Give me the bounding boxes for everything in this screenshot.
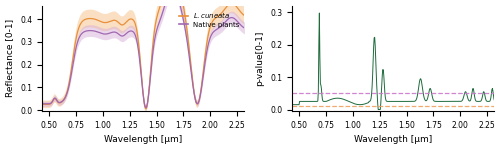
Y-axis label: p-value[0-1]: p-value[0-1] [256, 31, 264, 86]
X-axis label: Wavelength [μm]: Wavelength [μm] [104, 135, 182, 144]
Legend: $\it{L. cuneata}$, Native plants: $\it{L. cuneata}$, Native plants [178, 9, 241, 29]
X-axis label: Wavelength [μm]: Wavelength [μm] [354, 135, 432, 144]
Y-axis label: Reflectance [0-1]: Reflectance [0-1] [6, 19, 15, 97]
